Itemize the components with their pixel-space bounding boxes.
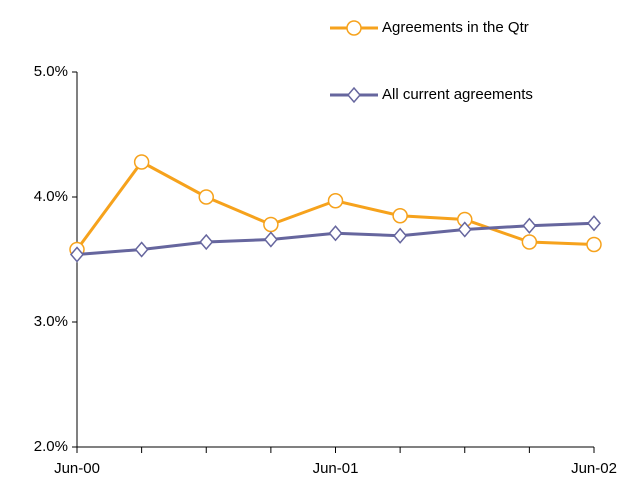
point	[134, 241, 149, 258]
y-tick-label: 3.0%	[34, 313, 68, 330]
legend-marker	[346, 20, 362, 36]
y-tick-label: 2.0%	[34, 438, 68, 455]
legend-label: All current agreements	[382, 86, 533, 103]
point	[328, 225, 343, 242]
point	[133, 154, 150, 170]
point	[198, 189, 214, 205]
x-tick-label: Jun-02	[571, 460, 617, 477]
point	[70, 246, 84, 263]
legend-label: Agreements in the Qtr	[382, 19, 529, 36]
point	[263, 231, 278, 248]
y-tick-label: 4.0%	[34, 188, 68, 205]
point	[392, 208, 408, 224]
point	[586, 236, 602, 253]
point	[587, 215, 601, 232]
point	[199, 233, 214, 251]
point	[393, 227, 408, 244]
x-tick-label: Jun-00	[54, 460, 100, 477]
x-tick-label: Jun-01	[313, 460, 359, 477]
point	[457, 221, 472, 238]
y-tick-label: 5.0%	[34, 63, 68, 80]
point	[521, 234, 538, 250]
point	[263, 216, 279, 233]
point	[522, 217, 537, 234]
point	[327, 193, 344, 209]
legend-marker	[347, 86, 361, 104]
